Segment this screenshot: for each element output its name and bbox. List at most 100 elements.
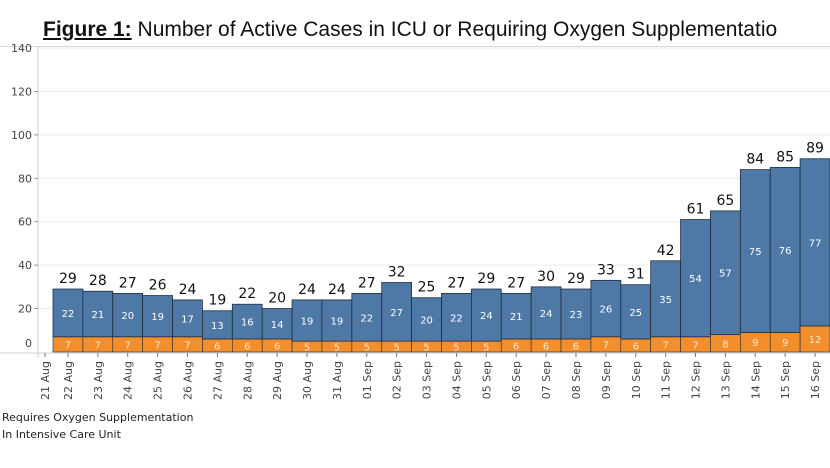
data-label-icu: 5 bbox=[364, 343, 370, 354]
bar-oxygen bbox=[441, 292, 472, 342]
legend-item-oxygen: Requires Oxygen Supplementation bbox=[2, 411, 194, 424]
data-label-icu: 12 bbox=[809, 335, 822, 346]
bar-oxygen bbox=[261, 308, 293, 340]
data-label-oxygen: 75 bbox=[749, 247, 762, 258]
bar-oxygen bbox=[381, 282, 413, 342]
data-labels: 7222972128720277192671724613196162261420… bbox=[59, 141, 824, 354]
x-tick-label: 01 Sep bbox=[361, 361, 374, 399]
bar-oxygen bbox=[52, 288, 84, 338]
data-label-icu: 6 bbox=[633, 341, 639, 352]
data-label-oxygen: 22 bbox=[360, 313, 373, 324]
data-label-icu: 5 bbox=[423, 343, 429, 354]
x-axis: 21 Aug 22 Aug 23 Aug 24 Aug 25 Aug 26 Aug 27 A… bbox=[39, 353, 822, 400]
data-label-total: 28 bbox=[89, 273, 107, 289]
data-label-oxygen: 26 bbox=[599, 305, 612, 316]
bar-oxygen bbox=[411, 297, 442, 342]
chart-title-text: Number of Active Cases in ICU or Requiri… bbox=[137, 18, 778, 41]
x-tick-label: 11 Sep bbox=[660, 361, 673, 399]
y-tick-label: 120 bbox=[11, 85, 32, 98]
y-tick-label: 0 bbox=[25, 337, 32, 350]
data-label-oxygen: 76 bbox=[779, 246, 792, 257]
x-tick-label: 02 Sep bbox=[391, 361, 404, 399]
x-tick-label: 13 Sep bbox=[719, 361, 732, 399]
data-label-icu: 6 bbox=[214, 341, 220, 352]
data-label-oxygen: 19 bbox=[151, 312, 164, 323]
data-label-oxygen: 14 bbox=[271, 320, 284, 331]
data-label-icu: 6 bbox=[244, 341, 250, 352]
data-label-icu: 5 bbox=[334, 343, 340, 354]
data-label-oxygen: 57 bbox=[719, 269, 732, 280]
x-tick-label: 10 Sep bbox=[630, 361, 643, 399]
x-tick-label: 07 Sep bbox=[540, 361, 553, 399]
data-label-icu: 5 bbox=[483, 343, 489, 354]
bar-oxygen bbox=[710, 210, 741, 336]
data-label-icu: 6 bbox=[513, 341, 519, 352]
data-label-total: 32 bbox=[388, 265, 406, 281]
data-label-oxygen: 22 bbox=[62, 309, 75, 320]
bar-oxygen bbox=[620, 284, 652, 340]
data-label-icu: 7 bbox=[154, 340, 160, 351]
data-label-oxygen: 23 bbox=[570, 310, 583, 321]
data-label-icu: 7 bbox=[603, 340, 609, 351]
data-label-oxygen: 13 bbox=[211, 321, 224, 332]
x-tick-label: 27 Aug bbox=[211, 361, 224, 400]
data-label-total: 24 bbox=[179, 282, 197, 298]
x-tick-label: 24 Aug bbox=[122, 361, 135, 400]
data-label-oxygen: 27 bbox=[390, 308, 403, 319]
data-label-icu: 7 bbox=[184, 340, 190, 351]
figure-number: Figure 1: bbox=[43, 18, 132, 41]
x-tick-label: 30 Aug bbox=[301, 361, 314, 400]
data-label-icu: 5 bbox=[304, 343, 310, 354]
x-tick-label: 16 Sep bbox=[809, 361, 822, 399]
x-tick-label: 23 Aug bbox=[92, 361, 105, 400]
data-label-icu: 9 bbox=[782, 338, 788, 349]
legend: Requires Oxygen Supplementation In Inten… bbox=[2, 409, 193, 443]
y-tick-label: 40 bbox=[18, 259, 32, 272]
data-label-total: 30 bbox=[537, 269, 555, 285]
y-tick-label: 100 bbox=[11, 129, 32, 142]
x-tick-label: 14 Sep bbox=[749, 361, 762, 399]
x-tick-label: 05 Sep bbox=[480, 361, 493, 399]
data-label-oxygen: 24 bbox=[540, 309, 553, 320]
x-tick-label: 26 Aug bbox=[181, 361, 194, 400]
data-label-total: 61 bbox=[687, 202, 705, 218]
data-label-oxygen: 19 bbox=[331, 317, 344, 328]
y-tick-label: 80 bbox=[18, 172, 32, 185]
title-divider bbox=[0, 46, 830, 47]
data-label-icu: 6 bbox=[543, 341, 549, 352]
data-label-total: 27 bbox=[448, 275, 466, 291]
data-label-total: 65 bbox=[716, 193, 734, 209]
data-label-total: 22 bbox=[238, 286, 256, 302]
chart-title: Figure 1: Number of Active Cases in ICU … bbox=[43, 18, 777, 42]
data-label-icu: 7 bbox=[692, 340, 698, 351]
data-label-icu: 6 bbox=[274, 341, 280, 352]
data-label-total: 29 bbox=[59, 271, 77, 287]
y-tick-label: 140 bbox=[11, 42, 32, 55]
bar-oxygen bbox=[172, 299, 203, 338]
data-label-oxygen: 20 bbox=[420, 315, 433, 326]
x-tick-label: 08 Sep bbox=[570, 361, 583, 399]
bar-oxygen bbox=[799, 158, 830, 327]
data-label-total: 89 bbox=[806, 141, 824, 157]
x-tick-label: 29 Aug bbox=[271, 361, 284, 400]
bar-oxygen bbox=[231, 303, 263, 340]
data-label-total: 25 bbox=[418, 280, 436, 296]
data-label-oxygen: 24 bbox=[480, 311, 493, 322]
bar-oxygen bbox=[112, 292, 144, 338]
bar-oxygen bbox=[769, 167, 801, 333]
x-tick-label: 09 Sep bbox=[600, 361, 613, 399]
x-tick-label: 22 Aug bbox=[62, 361, 75, 400]
data-label-total: 24 bbox=[328, 282, 346, 298]
legend-item-icu: In Intensive Care Unit bbox=[2, 428, 121, 441]
data-label-oxygen: 54 bbox=[689, 274, 702, 285]
x-tick-label: 12 Sep bbox=[690, 361, 703, 399]
data-label-oxygen: 17 bbox=[181, 314, 194, 325]
data-label-oxygen: 35 bbox=[659, 295, 672, 306]
data-label-oxygen: 16 bbox=[241, 318, 254, 329]
data-label-total: 84 bbox=[746, 152, 764, 168]
x-tick-label: 28 Aug bbox=[241, 361, 254, 400]
bar-oxygen bbox=[470, 288, 502, 342]
data-label-icu: 8 bbox=[722, 339, 728, 350]
y-tick-label: 60 bbox=[18, 216, 32, 229]
data-label-icu: 7 bbox=[125, 340, 131, 351]
